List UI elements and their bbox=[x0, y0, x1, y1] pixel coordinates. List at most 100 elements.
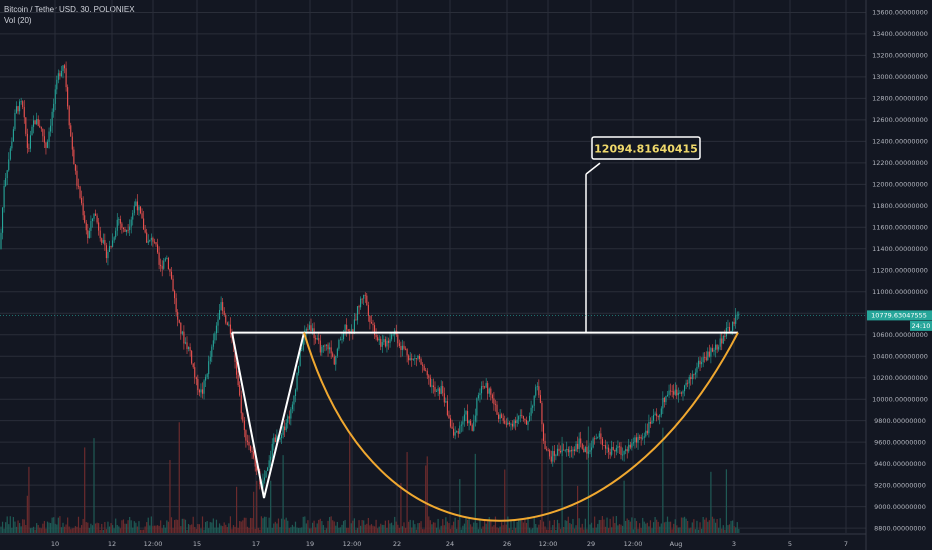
volume-bar bbox=[657, 521, 659, 533]
candle-body bbox=[34, 120, 36, 125]
volume-bar bbox=[242, 520, 244, 533]
candle-body bbox=[471, 425, 473, 431]
volume-bar bbox=[223, 522, 225, 533]
candle-body bbox=[329, 347, 331, 350]
volume-bar bbox=[685, 518, 687, 533]
time-tick-label: 12:00 bbox=[144, 540, 163, 548]
candle-body bbox=[93, 213, 95, 219]
volume-bar bbox=[296, 527, 298, 533]
candle-body bbox=[575, 443, 577, 452]
candle-body bbox=[285, 422, 287, 431]
volume-bar bbox=[180, 526, 182, 533]
candle-body bbox=[708, 351, 710, 357]
candle-body bbox=[536, 386, 538, 388]
volume-bar bbox=[688, 528, 690, 533]
volume-bar bbox=[366, 523, 368, 533]
candle-body bbox=[153, 241, 155, 243]
candle-body bbox=[91, 218, 93, 221]
candle-body bbox=[184, 342, 186, 344]
volume-bar bbox=[488, 517, 490, 533]
pattern-drawings[interactable]: 12094.81640415 bbox=[231, 136, 739, 522]
time-tick-label: 12:00 bbox=[624, 540, 643, 548]
volume-bar bbox=[683, 516, 686, 533]
candle-body bbox=[474, 415, 476, 422]
volume-bar bbox=[555, 529, 557, 533]
volume-bar bbox=[694, 529, 696, 533]
volume-bar bbox=[411, 527, 413, 533]
candle-body bbox=[653, 414, 655, 421]
volume-bar bbox=[164, 527, 166, 533]
volume-bar bbox=[504, 469, 506, 533]
candle-body bbox=[505, 423, 507, 425]
candle-body bbox=[654, 413, 656, 415]
candle-body bbox=[381, 342, 383, 347]
candle-body bbox=[603, 445, 605, 446]
candle-body bbox=[36, 119, 38, 125]
candle-body bbox=[592, 438, 594, 448]
candle-body bbox=[493, 398, 495, 405]
volume-bar bbox=[186, 529, 188, 533]
candle-body bbox=[170, 271, 173, 279]
volume-bar bbox=[122, 519, 125, 533]
symbol-title[interactable]: Bitcoin / Tether USD, 30, POLONIEX bbox=[4, 5, 135, 14]
candle-body bbox=[383, 339, 385, 343]
volume-bar bbox=[724, 529, 726, 533]
volume-bar bbox=[322, 525, 324, 533]
volume-bar bbox=[648, 526, 650, 533]
volume-bar bbox=[448, 523, 450, 533]
candle-body bbox=[95, 213, 97, 216]
candle-body bbox=[429, 377, 431, 387]
candle-body bbox=[107, 251, 109, 259]
candle-body bbox=[67, 87, 69, 107]
volume-bar bbox=[311, 522, 314, 533]
candle-body bbox=[680, 392, 682, 394]
candle-body bbox=[130, 219, 132, 227]
volume-bar bbox=[618, 524, 621, 533]
volume-bar bbox=[707, 521, 709, 533]
volume-bar bbox=[583, 529, 585, 533]
volume-bar bbox=[257, 527, 259, 533]
volume-bar bbox=[711, 516, 714, 533]
candle-body bbox=[3, 185, 5, 208]
candle-body bbox=[363, 294, 365, 299]
candle-body bbox=[19, 101, 21, 112]
time-axis[interactable]: 10 12 12:00 15 17 19 12:00 22 24 26 12:00 29 12:00 Au… bbox=[0, 533, 866, 548]
candle-body bbox=[355, 319, 357, 321]
volume-bar bbox=[251, 518, 253, 533]
candle-body bbox=[141, 213, 143, 219]
volume-bar bbox=[403, 522, 405, 533]
volume-indicator-label[interactable]: Vol (20) bbox=[4, 16, 32, 25]
candle-body bbox=[246, 440, 248, 442]
candle-body bbox=[135, 201, 137, 206]
volume-bar bbox=[420, 521, 422, 533]
volume-bar bbox=[547, 529, 549, 533]
price-tick-label: 8800.00000000 bbox=[874, 524, 926, 532]
candle-body bbox=[465, 411, 467, 415]
candle-body bbox=[0, 232, 2, 249]
candle-body bbox=[529, 415, 531, 422]
volume-bar bbox=[511, 529, 514, 533]
candle-body bbox=[62, 65, 64, 71]
volume-bar bbox=[189, 525, 191, 533]
volume-bar bbox=[231, 529, 233, 533]
volume-bar bbox=[130, 520, 132, 533]
candle-body bbox=[48, 131, 50, 142]
candle-body bbox=[302, 338, 304, 351]
candle-body bbox=[626, 449, 628, 452]
volume-bar bbox=[161, 528, 163, 533]
volume-bar bbox=[175, 519, 177, 533]
countdown-label: 24:10 bbox=[912, 322, 931, 330]
volume-bar bbox=[408, 521, 410, 533]
candle-body bbox=[253, 451, 255, 458]
candle-body bbox=[609, 452, 611, 455]
candle-body bbox=[631, 443, 633, 448]
volume-bar bbox=[673, 523, 675, 533]
candle-body bbox=[519, 415, 521, 417]
volume-bar bbox=[298, 527, 300, 533]
volume-bar bbox=[454, 517, 456, 533]
volume-bar bbox=[63, 526, 66, 533]
candle-body bbox=[203, 380, 205, 394]
volume-bar bbox=[496, 527, 498, 533]
